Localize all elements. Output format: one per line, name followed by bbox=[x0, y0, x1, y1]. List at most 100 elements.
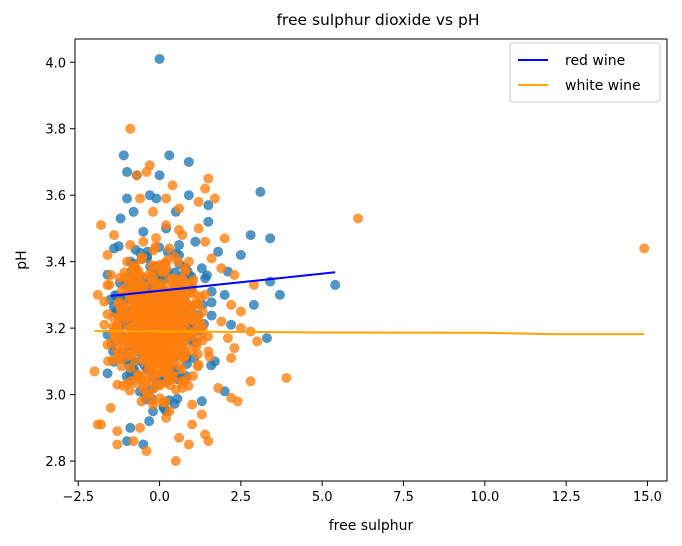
scatter-point bbox=[170, 339, 181, 350]
scatter-point bbox=[177, 382, 188, 393]
scatter-point bbox=[135, 422, 146, 433]
scatter-point bbox=[235, 250, 246, 261]
scatter-point bbox=[330, 279, 341, 290]
scatter-point bbox=[226, 299, 237, 310]
scatter-point bbox=[252, 336, 263, 347]
trend-line-red-wine bbox=[110, 271, 336, 297]
scatter-point bbox=[141, 446, 152, 457]
y-tick-label: 3.0 bbox=[45, 389, 66, 404]
scatter-point bbox=[143, 270, 154, 281]
chart-title: free sulphur dioxide vs pH bbox=[276, 11, 479, 29]
scatter-point bbox=[219, 289, 230, 300]
scatter-point bbox=[167, 180, 178, 191]
scatter-point bbox=[141, 349, 152, 360]
scatter-point bbox=[89, 366, 100, 377]
scatter-point bbox=[213, 382, 224, 393]
scatter-point bbox=[193, 359, 204, 370]
scatter-point bbox=[216, 316, 227, 327]
scatter-point bbox=[173, 256, 184, 267]
legend-box bbox=[509, 42, 661, 103]
scatter-point bbox=[149, 383, 160, 394]
scatter-point bbox=[109, 230, 120, 241]
scatter-point bbox=[92, 419, 103, 430]
x-tick-label: 0.0 bbox=[149, 490, 170, 505]
scatter-point bbox=[196, 396, 207, 407]
scatter-point bbox=[151, 232, 162, 243]
scatter-point bbox=[183, 156, 194, 167]
scatter-point bbox=[136, 254, 147, 265]
scatter-point bbox=[127, 276, 138, 287]
scatter-point bbox=[180, 266, 191, 277]
scatter-point bbox=[118, 343, 129, 354]
scatter-point bbox=[105, 402, 116, 413]
scatter-point bbox=[138, 226, 149, 237]
scatter-point bbox=[130, 321, 141, 332]
scatter-point bbox=[151, 193, 162, 204]
scatter-point bbox=[124, 350, 135, 361]
y-tick-label: 3.4 bbox=[45, 256, 66, 271]
y-tick-label: 4.0 bbox=[45, 56, 66, 71]
scatter-point bbox=[203, 346, 214, 357]
scatter-point bbox=[200, 273, 211, 284]
scatter-point bbox=[119, 272, 130, 283]
scatter-point bbox=[107, 312, 118, 323]
scatter-point bbox=[112, 379, 123, 390]
scatter-point bbox=[150, 241, 161, 252]
scatter-point bbox=[109, 243, 120, 254]
scatter-point bbox=[164, 150, 175, 161]
y-tick-label: 2.8 bbox=[45, 455, 66, 470]
scatter-point bbox=[144, 361, 155, 372]
legend-label-red-wine: red wine bbox=[565, 53, 625, 69]
scatter-point bbox=[184, 331, 195, 342]
scatter-point bbox=[105, 269, 116, 280]
scatter-point bbox=[245, 376, 256, 387]
scatter-point bbox=[125, 363, 136, 374]
y-tick-label: 3.2 bbox=[45, 322, 66, 337]
scatter-point bbox=[116, 361, 127, 372]
scatter-point bbox=[229, 269, 240, 280]
scatter-point bbox=[219, 233, 230, 244]
y-axis-label: pH bbox=[14, 250, 30, 269]
scatter-point bbox=[146, 370, 157, 381]
y-axis: 2.8 3.0 3.2 3.4 3.6 3.8 4.0 bbox=[45, 56, 75, 470]
scatter-point bbox=[157, 356, 168, 367]
scatter-point bbox=[161, 220, 172, 231]
scatter-point bbox=[164, 243, 175, 254]
scatter-point bbox=[274, 289, 285, 300]
scatter-point bbox=[157, 330, 168, 341]
scatter-point bbox=[183, 190, 194, 201]
scatter-point bbox=[102, 368, 113, 379]
scatter-point bbox=[125, 422, 136, 433]
x-tick-label: −2.5 bbox=[62, 490, 94, 505]
scatter-point bbox=[126, 375, 137, 386]
scatter-point bbox=[167, 273, 178, 284]
scatter-point bbox=[99, 296, 110, 307]
x-tick-label: 12.5 bbox=[552, 490, 581, 505]
x-axis-label: free sulphur bbox=[329, 518, 414, 534]
scatter-point bbox=[183, 256, 194, 267]
plot-area bbox=[74, 38, 668, 482]
data-marks bbox=[89, 53, 650, 467]
x-tick-label: 15.0 bbox=[633, 490, 662, 505]
scatter-point bbox=[122, 166, 133, 177]
scatter-point bbox=[128, 436, 139, 447]
scatter-point bbox=[174, 296, 185, 307]
scatter-point bbox=[144, 316, 155, 327]
scatter-point bbox=[248, 299, 259, 310]
scatter-point bbox=[190, 299, 201, 310]
scatter-point bbox=[122, 256, 133, 267]
scatter-point bbox=[173, 316, 184, 327]
scatter-point bbox=[226, 353, 237, 364]
scatter-point bbox=[148, 399, 159, 410]
scatter-point bbox=[141, 166, 152, 177]
scatter-point bbox=[200, 183, 211, 194]
scatter-point bbox=[196, 263, 207, 274]
scatter-point bbox=[179, 346, 190, 357]
scatter-point bbox=[187, 419, 198, 430]
scatter-point bbox=[352, 213, 363, 224]
scatter-point bbox=[265, 233, 276, 244]
scatter-point bbox=[213, 246, 224, 257]
scatter-point bbox=[169, 352, 180, 363]
scatter-point bbox=[193, 196, 204, 207]
